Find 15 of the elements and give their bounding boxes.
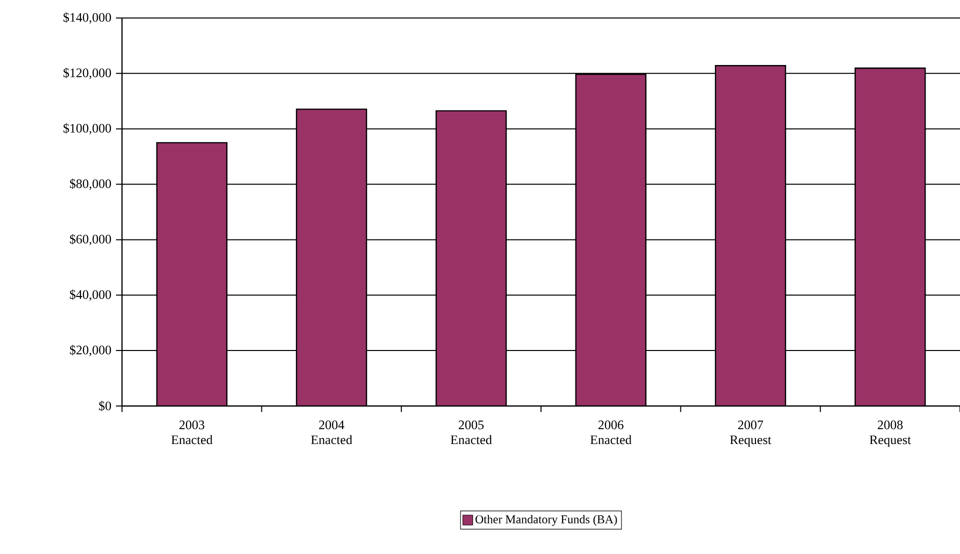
x-tick-label: 2003 Enacted [171, 420, 213, 444]
y-tick-label: $60,000 [70, 234, 111, 246]
y-tick-label: $20,000 [70, 344, 111, 356]
y-tick-label: $40,000 [70, 289, 111, 301]
x-tick-label: 2005 Enacted [450, 420, 492, 444]
y-tick-label: $120,000 [63, 68, 111, 80]
y-tick-label: $0 [99, 400, 111, 412]
legend-label: Other Mandatory Funds (BA) [476, 514, 617, 526]
y-tick-label: $100,000 [63, 123, 111, 135]
x-tick-label: 2007 Request [730, 420, 772, 447]
x-tick-label: 2004 Enacted [311, 420, 352, 444]
y-tick-label: $140,000 [63, 12, 111, 24]
x-tick-label: 2008 Request [870, 420, 911, 447]
y-tick-label: $80,000 [70, 178, 111, 190]
x-tick-label: 2006 Enacted [590, 420, 632, 444]
